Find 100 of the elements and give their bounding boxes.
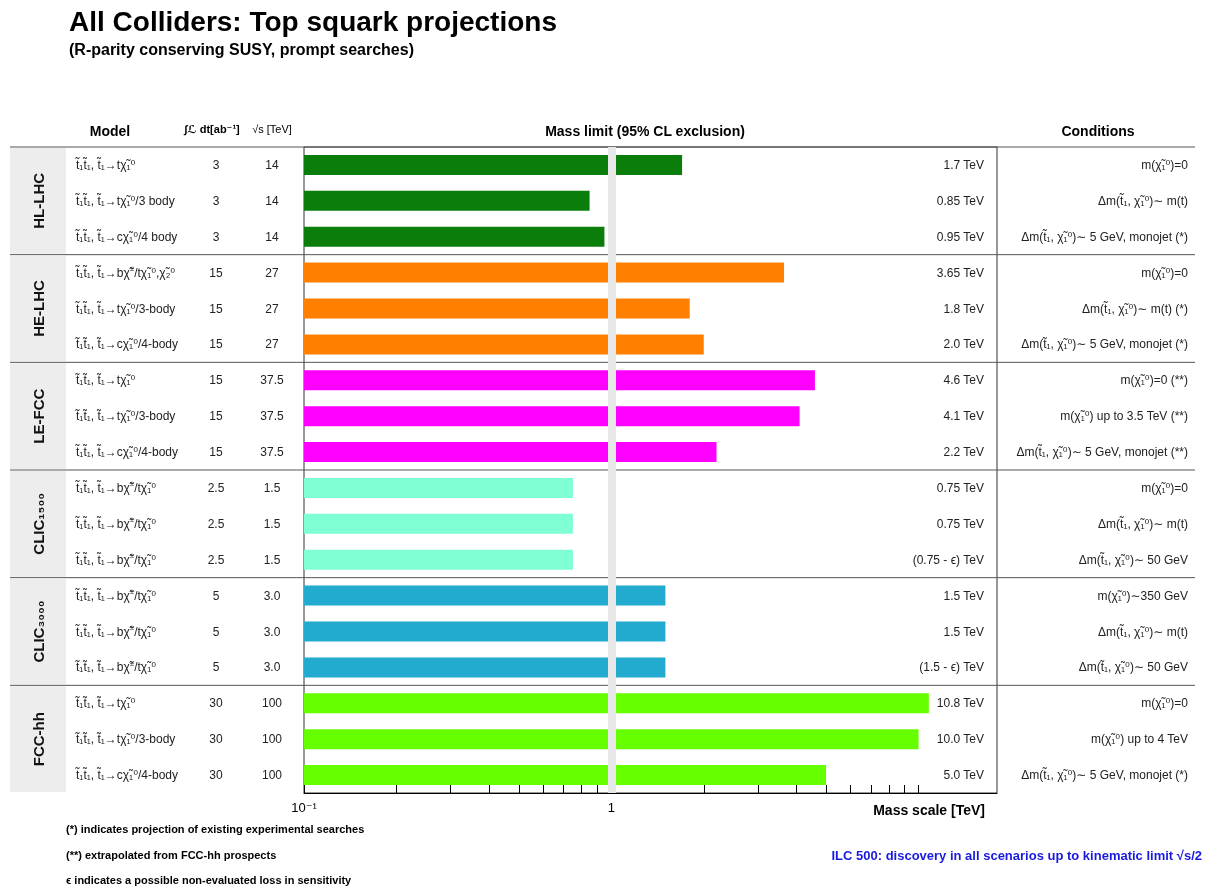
y-tick-label: t̃₁t̃₁, t̃₁→cχ̃₁⁰/4 body (74, 229, 178, 244)
y-tick-label: t̃₁t̃₁, t̃₁→tχ̃₁⁰/3-body (74, 300, 176, 316)
y-tick-label: t̃₁t̃₁, t̃₁→bχ̃±/tχ̃₁⁰ (74, 587, 157, 603)
chart-subtitle: (R-parity conserving SUSY, prompt searches) (69, 40, 414, 58)
y-tick-label: t̃₁t̃₁, t̃₁→bχ̃±/tχ̃₁⁰,χ̃₂⁰ (74, 264, 176, 280)
text: 27 (265, 265, 279, 280)
text: 30 (209, 768, 223, 783)
text: 37.5 (260, 445, 284, 460)
text: 15 (209, 337, 223, 352)
y-tick-label: t̃₁t̃₁, t̃₁→tχ̃₁⁰/3-body (74, 731, 176, 747)
y-tick-label: t̃₁t̃₁, t̃₁→tχ̃₁⁰ (74, 372, 136, 388)
text: m(χ̃₁⁰)=0 (1141, 480, 1189, 495)
text: (*) indicates projection of existing experimental searches (66, 823, 365, 835)
y-tick-label: t̃₁t̃₁, t̃₁→cχ̃₁⁰/4-body (74, 767, 178, 783)
text: Mass limit (95% CL exclusion) (545, 123, 745, 139)
data-label: 0.85 TeV (936, 193, 984, 208)
text: Δm(t̃₁, χ̃₁⁰)∼ m(t) (1098, 623, 1188, 639)
text: 27 (265, 337, 279, 352)
text: 1.5 (263, 480, 281, 495)
text: m(χ̃₁⁰)=0 (1141, 157, 1189, 172)
data-label: (1.5 - ϵ) TeV (919, 660, 984, 675)
text: 3 (212, 157, 220, 172)
data-label: 1.5 TeV (943, 588, 984, 603)
text: 5 (212, 660, 220, 675)
data-label: 0.75 TeV (936, 516, 984, 531)
text: 27 (265, 301, 279, 316)
text: 14 (265, 229, 279, 244)
chart-title: All Colliders: Top squark projections (69, 5, 557, 37)
data-label: 5.0 TeV (943, 768, 984, 783)
text: 2.5 (207, 516, 225, 531)
data-label: 10.8 TeV (936, 696, 984, 711)
x-tick-label: 10⁻¹ (291, 800, 318, 815)
data-label: 4.6 TeV (943, 373, 984, 388)
text: Δm(t̃₁, χ̃₁⁰)∼ 5 GeV, monojet (*) (1021, 229, 1188, 244)
text: 30 (209, 696, 223, 711)
text: 1.5 (263, 552, 281, 567)
text: 37.5 (260, 373, 284, 388)
text: Δm(t̃₁, χ̃₁⁰)∼ 50 GeV (1078, 659, 1188, 675)
text: Δm(t̃₁, χ̃₁⁰)∼ 5 GeV, monojet (**) (1016, 444, 1188, 460)
text: √s [TeV] (252, 123, 292, 135)
x-tick-label: 1 (607, 800, 615, 815)
text: HE-LHC (29, 280, 47, 337)
text: 15 (209, 409, 223, 424)
y-tick-label: t̃₁t̃₁, t̃₁→cχ̃₁⁰/4-body (74, 336, 178, 352)
text: 3 (212, 193, 220, 208)
data-label: 3.65 TeV (936, 265, 984, 280)
text: 3.0 (263, 624, 281, 639)
text: 3.0 (263, 660, 281, 675)
y-tick-label: t̃₁t̃₁, t̃₁→bχ̃±/tχ̃₁⁰ (74, 551, 157, 567)
text: m(χ̃₁⁰)=0 (1141, 696, 1189, 711)
y-tick-label: t̃₁t̃₁, t̃₁→bχ̃±/tχ̃₁⁰ (74, 479, 157, 495)
text: 5 (212, 624, 220, 639)
text: m(χ̃₁⁰) up to 3.5 TeV (**) (1060, 409, 1188, 424)
data-label: 0.95 TeV (936, 229, 984, 244)
text: 15 (209, 301, 223, 316)
text: Δm(t̃₁, χ̃₁⁰)∼ 5 GeV, monojet (*) (1021, 767, 1188, 783)
text: CLIC₃₀₀₀ (29, 600, 47, 663)
text: HL-LHC (29, 172, 47, 229)
text: Δm(t̃₁, χ̃₁⁰)∼ 50 GeV (1078, 552, 1188, 567)
y-tick-label: t̃₁t̃₁, t̃₁→bχ̃±/tχ̃₁⁰ (74, 658, 157, 675)
text: 1.5 (263, 516, 281, 531)
data-label: 1.5 TeV (943, 624, 984, 639)
y-tick-label: t̃₁t̃₁, t̃₁→cχ̃₁⁰/4-body (74, 444, 178, 460)
text: 30 (209, 732, 223, 747)
text: 2.5 (207, 480, 225, 495)
text: 2.5 (207, 552, 225, 567)
text: ILC 500: discovery in all scenarios up to kinematic limit √s/2 (831, 847, 1202, 863)
text: Δm(t̃₁, χ̃₁⁰)∼ m(t) (*) (1082, 300, 1188, 316)
data-label: 2.2 TeV (943, 445, 984, 460)
y-tick-label: t̃₁t̃₁, t̃₁→tχ̃₁⁰ (74, 157, 136, 172)
data-label: 2.0 TeV (943, 337, 984, 352)
text: Δm(t̃₁, χ̃₁⁰)∼ 5 GeV, monojet (*) (1021, 336, 1188, 352)
text: 15 (209, 265, 223, 280)
text: 14 (265, 193, 279, 208)
text: (**) extrapolated from FCC-hh prospects (66, 848, 277, 861)
y-tick-label: t̃₁t̃₁, t̃₁→tχ̃₁⁰/3 body (74, 193, 175, 208)
text: 14 (265, 157, 279, 172)
y-tick-label: t̃₁t̃₁, t̃₁→tχ̃₁⁰ (74, 695, 136, 711)
data-label: 10.0 TeV (936, 732, 984, 747)
x-axis-title: Mass scale [TeV] (873, 802, 985, 818)
text: LE-FCC (29, 388, 47, 444)
data-label: (0.75 - ϵ) TeV (912, 552, 984, 567)
text: ϵ indicates a possible non-evaluated loss in sensitivity (66, 874, 353, 886)
text: m(χ̃₁⁰)∼350 GeV (1097, 588, 1188, 603)
text: 5 (212, 588, 220, 603)
text: CLIC₁₅₀₀ (29, 493, 47, 555)
data-label: 1.7 TeV (943, 157, 984, 172)
text: 100 (261, 732, 283, 747)
text: Δm(t̃₁, χ̃₁⁰)∼ m(t) (1098, 193, 1188, 208)
text: 100 (261, 768, 283, 783)
text: 37.5 (260, 409, 284, 424)
text: 100 (261, 696, 283, 711)
text: 3.0 (263, 588, 281, 603)
text: m(χ̃₁⁰)=0 (**) (1120, 373, 1188, 388)
text: ∫ℒ dt[ab⁻¹] (183, 123, 241, 136)
y-tick-label: t̃₁t̃₁, t̃₁→bχ̃±/tχ̃₁⁰ (74, 515, 157, 531)
text: m(χ̃₁⁰) up to 4 TeV (1091, 732, 1188, 747)
text: Model (89, 123, 131, 139)
text: Δm(t̃₁, χ̃₁⁰)∼ m(t) (1098, 516, 1188, 531)
data-label: 0.75 TeV (936, 480, 984, 495)
